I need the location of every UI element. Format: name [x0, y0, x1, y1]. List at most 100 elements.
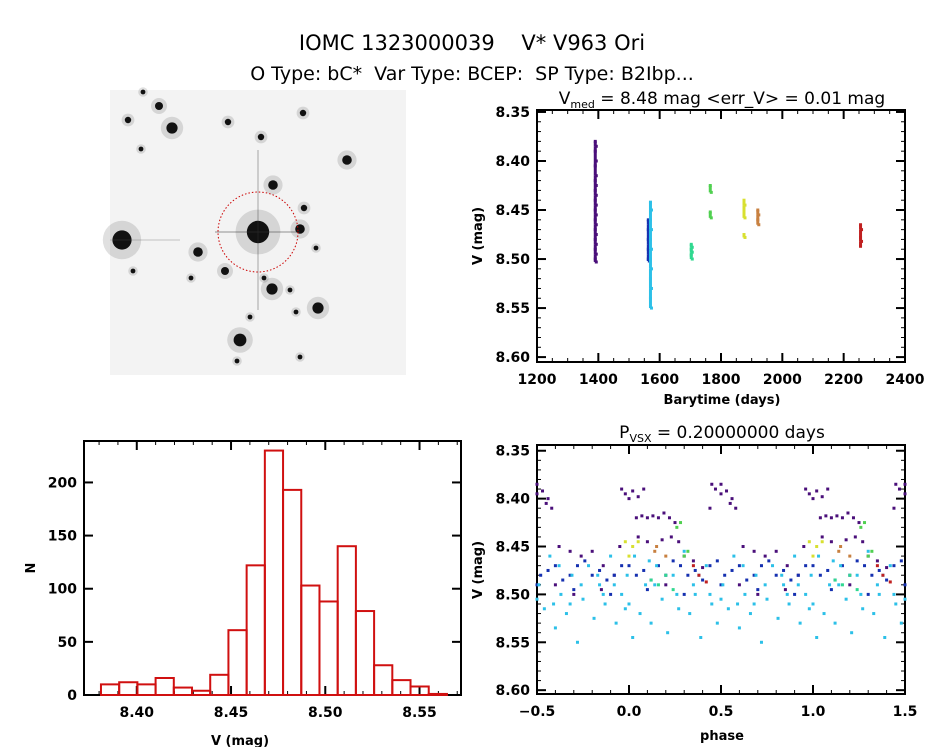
timeseries-y-tick-label: 8.40 — [495, 154, 530, 170]
phase-plot-point — [546, 568, 550, 572]
phase-plot-point — [671, 588, 675, 592]
phase-plot-point — [815, 635, 819, 639]
phase-plot-point — [627, 497, 631, 501]
phase-plot-point — [759, 564, 763, 568]
phase-plot-point — [666, 631, 670, 635]
phase-plot-point — [859, 592, 863, 596]
phase-plot-point — [647, 559, 651, 563]
star — [140, 89, 146, 95]
phase-plot-point — [743, 592, 747, 596]
histogram-bar — [172, 686, 194, 696]
histogram-x-tick-label: 8.45 — [214, 705, 249, 721]
phase-plot-point — [645, 540, 649, 544]
phase-plot-point — [704, 564, 708, 568]
phase-plot-point — [655, 564, 659, 568]
star — [300, 204, 308, 212]
phase-plot-series — [691, 564, 892, 584]
phase-plot-point — [877, 568, 881, 572]
phase-plot-point — [550, 506, 554, 510]
phase-plot-point — [691, 564, 695, 568]
phase-plot-point — [660, 538, 664, 542]
phase-plot-point — [669, 535, 673, 539]
phase-plot-point — [557, 564, 561, 568]
phase-plot-point — [855, 573, 859, 577]
phase-plot-point — [596, 573, 600, 577]
star — [112, 230, 132, 250]
phase-plot-point — [645, 516, 649, 520]
phase-plot-point — [645, 588, 649, 592]
phase-plot-point — [888, 580, 892, 584]
phase-plot-point — [612, 583, 616, 587]
phase-plot-point — [763, 554, 767, 558]
phase-plot-frame — [536, 444, 906, 695]
phase-plot-point — [837, 583, 841, 587]
timeseries-y-tick-label: 8.50 — [495, 252, 530, 268]
phase-plot-point — [664, 554, 668, 558]
phase-plot-point — [598, 583, 602, 587]
phase-plot-point — [725, 489, 729, 493]
phase-plot-point — [875, 564, 879, 568]
phase-plot-point — [903, 583, 907, 587]
star — [233, 333, 247, 347]
phase-plot-point — [807, 540, 811, 544]
phase-plot-point — [557, 545, 561, 549]
phase-plot-point — [829, 540, 833, 544]
phase-plot-point — [715, 621, 719, 625]
histogram-y-tick-label: 50 — [58, 635, 78, 651]
timeseries-y-tick-label: 8.60 — [495, 350, 530, 366]
phase-plot-point — [899, 621, 903, 625]
phase-plot-point — [782, 583, 786, 587]
phase-plot-point — [833, 578, 837, 582]
histogram-bar — [373, 664, 394, 696]
phase-plot-point — [627, 564, 631, 568]
phase-plot-point — [634, 516, 638, 520]
phase-plot-point — [892, 592, 896, 596]
phase-plot-point — [673, 521, 677, 525]
phase-plot-point — [535, 482, 539, 486]
phase-plot-xlabel: phase — [700, 729, 744, 744]
phase-plot-point — [802, 545, 806, 549]
phase-plot-point — [713, 487, 717, 491]
phase-plot-point — [708, 506, 712, 510]
phase-plot-point — [877, 592, 881, 596]
phase-plot-point — [829, 516, 833, 520]
phase-plot-point — [559, 592, 563, 596]
phase-plot-point — [598, 568, 602, 572]
phase-plot-point — [897, 487, 901, 491]
phase-plot-point — [820, 535, 824, 539]
phase-plot-point — [620, 592, 624, 596]
phase-plot-point — [741, 545, 745, 549]
phase-plot-point — [662, 511, 666, 515]
phase-plot-point — [575, 564, 579, 568]
phase-plot-point — [660, 597, 664, 601]
phase-plot-point — [804, 592, 808, 596]
phase-plot-point — [535, 492, 539, 496]
phase-plot-point — [820, 495, 824, 499]
phase-plot-point — [708, 564, 712, 568]
timeseries-x-tick-label: 2000 — [763, 372, 802, 388]
timeseries-plot: 1200 1400 1600 1800 2000 2200 2400 8.35 8.40 8.45… — [495, 105, 924, 388]
star — [188, 275, 194, 281]
phase-plot-point — [653, 583, 657, 587]
timeseries-title: Vmed = 8.48 mag <err_V> = 0.01 mag — [559, 89, 885, 111]
phase-plot-point — [811, 602, 815, 606]
phase-plot-point — [780, 573, 784, 577]
phase-plot-series — [623, 540, 824, 558]
phase-plot-point — [748, 612, 752, 616]
phase-plot-point — [675, 592, 679, 596]
phase-plot-point — [570, 573, 574, 577]
phase-plot-point — [682, 592, 686, 596]
phase-plot-point — [866, 592, 870, 596]
phase-plot-point — [609, 592, 613, 596]
phase-plot-point — [741, 564, 745, 568]
star — [166, 122, 178, 134]
star — [221, 267, 229, 275]
phase-plot-point — [633, 554, 637, 558]
phase-plot-point — [553, 564, 557, 568]
phase-plot-point — [840, 516, 844, 520]
phase-plot-point — [863, 564, 867, 568]
phase-plot-point — [568, 602, 572, 606]
timeseries-x-tick-label: 1200 — [518, 372, 557, 388]
phase-plot-point — [719, 597, 723, 601]
